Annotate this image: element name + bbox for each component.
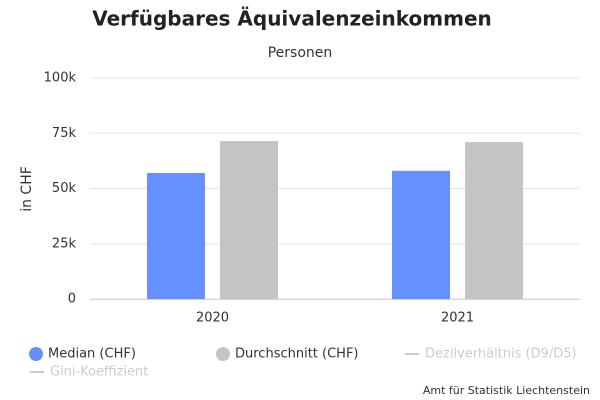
legend-symbol xyxy=(29,347,43,361)
chart-subtitle: Personen xyxy=(268,45,333,61)
legend-label: Dezilverhältnis (D9/D5) xyxy=(425,347,577,362)
x-tick-label: 2021 xyxy=(441,311,474,326)
y-tick-label: 50k xyxy=(52,181,77,196)
y-tick-label: 100k xyxy=(44,71,77,86)
chart-title: Verfügbares Äquivalenzeinkommen xyxy=(92,7,492,31)
legend-label: Gini-Koeffizient xyxy=(50,365,148,380)
y-tick-label: 25k xyxy=(52,236,77,251)
bar xyxy=(465,142,523,299)
bar xyxy=(147,173,205,299)
legend-label: Median (CHF) xyxy=(48,347,136,362)
y-axis-label: in CHF xyxy=(19,166,35,212)
legend-label: Durchschnitt (CHF) xyxy=(235,347,359,362)
credit: Amt für Statistik Liechtenstein xyxy=(423,384,590,397)
bar xyxy=(392,170,450,299)
y-tick-label: 0 xyxy=(68,292,76,307)
x-tick-label: 2020 xyxy=(196,311,229,326)
legend-symbol xyxy=(216,347,230,361)
y-tick-label: 75k xyxy=(52,126,77,141)
bar xyxy=(220,140,278,299)
